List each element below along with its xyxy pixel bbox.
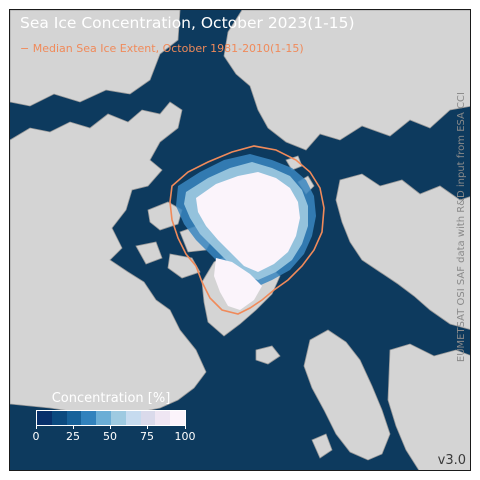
land-siberia: [223, 10, 470, 151]
colorbar-tickmark: [73, 426, 74, 429]
land-russia-east: [335, 173, 470, 330]
colorbar-tickmark: [147, 426, 148, 429]
colorbar-tick-0: 0: [32, 430, 40, 443]
colorbar-segment-8: [155, 411, 171, 425]
land-europe-east: [387, 343, 470, 470]
ice-core: [196, 172, 300, 272]
colorbar: [36, 410, 186, 426]
map-title: Sea Ice Concentration, October 2023(1-15…: [20, 14, 355, 32]
colorbar-tick-75: 75: [140, 430, 154, 443]
sea-ice: [176, 154, 316, 310]
colorbar-segment-2: [66, 411, 82, 425]
colorbar-tickmark: [110, 426, 111, 429]
colorbar-segment-4: [96, 411, 111, 425]
colorbar-segment-0: [37, 411, 52, 425]
map-panel: [9, 9, 471, 471]
colorbar-tick-25: 25: [66, 430, 80, 443]
arctic-map: [10, 10, 470, 470]
land-scandinavia: [303, 329, 391, 461]
land-iceland: [255, 345, 281, 365]
colorbar-tick-100: 100: [174, 430, 196, 443]
colorbar-segment-1: [51, 411, 67, 425]
version-label: v3.0: [437, 453, 466, 468]
colorbar-segment-7: [140, 411, 156, 425]
land-british-isles: [311, 433, 333, 459]
land-north-america: [10, 101, 207, 415]
colorbar-title: Concentration [%]: [51, 391, 171, 406]
median-extent-line: [169, 145, 325, 315]
land-alaska: [10, 10, 181, 107]
colorbar-segment-6: [125, 411, 141, 425]
land-archipelago-4: [135, 241, 163, 265]
colorbar-segment-9: [170, 411, 185, 425]
colorbar-tickmark: [36, 426, 37, 429]
colorbar-segment-3: [81, 411, 97, 425]
colorbar-tickmark: [185, 426, 186, 429]
median-extent-legend: − Median Sea Ice Extent, October 1981-20…: [20, 42, 304, 55]
colorbar-segment-5: [110, 411, 126, 425]
ice-greenland-tongue: [214, 258, 262, 310]
colorbar-tick-50: 50: [103, 430, 117, 443]
data-credit: EUMETSAT OSI SAF data with R&D input fro…: [456, 92, 467, 363]
